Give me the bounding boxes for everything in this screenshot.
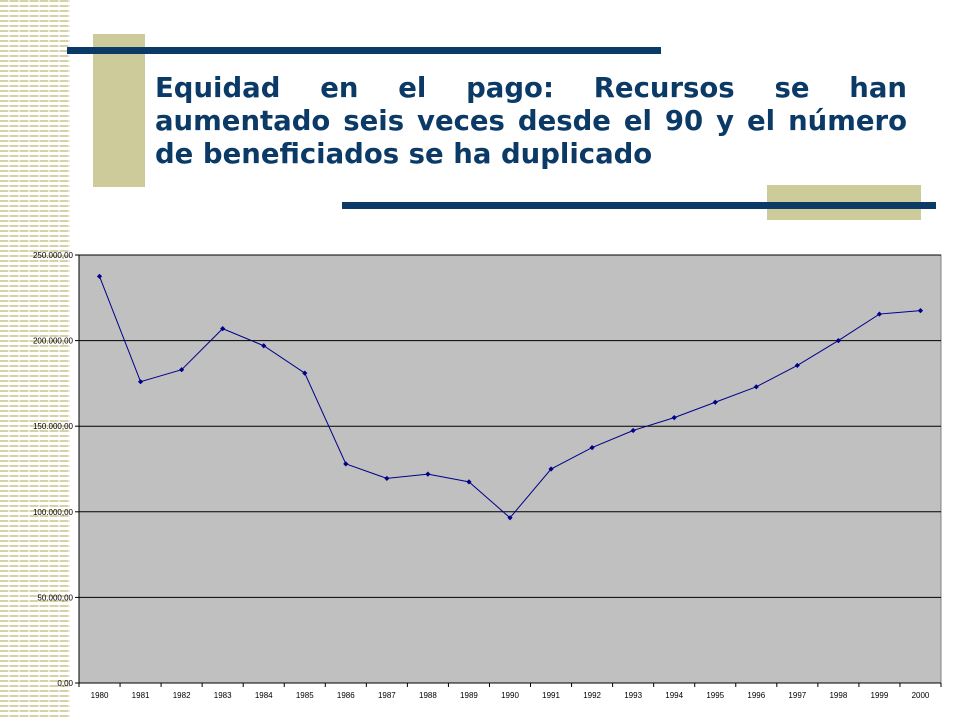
x-tick-label: 1998	[829, 691, 847, 700]
x-tick-label: 1995	[706, 691, 724, 700]
x-tick-label: 1991	[542, 691, 560, 700]
x-tick-label: 1981	[132, 691, 150, 700]
data-point	[137, 379, 144, 385]
y-tick-label: 100.000,00	[33, 508, 74, 517]
x-tick-label: 1996	[747, 691, 765, 700]
slide-title: Equidad en el pago: Recursos se han aume…	[155, 72, 907, 170]
x-tick-label: 1993	[624, 691, 642, 700]
x-tick-label: 1990	[501, 691, 519, 700]
decorative-rule-bottom	[342, 202, 936, 209]
x-tick-label: 1982	[173, 691, 191, 700]
data-point	[712, 399, 718, 405]
x-tick-label: 1994	[665, 691, 683, 700]
data-point	[343, 461, 349, 467]
x-tick-label: 1987	[378, 691, 396, 700]
data-point	[302, 370, 308, 376]
data-point	[507, 515, 513, 521]
x-tick-label: 1992	[583, 691, 601, 700]
line-chart: 0,00 50.000,00 100.000,00 150.000,00 200.000…	[33, 251, 942, 700]
x-tick-label: 1983	[214, 691, 232, 700]
y-tick-label: 0,00	[57, 679, 73, 688]
x-tick-label: 1989	[460, 691, 478, 700]
y-tick-label: 250.000,00	[33, 251, 74, 260]
x-tick-label: 1986	[337, 691, 355, 700]
x-tick-label: 1984	[255, 691, 273, 700]
data-point	[548, 466, 554, 472]
data-point	[425, 471, 431, 477]
x-tick-label: 1999	[871, 691, 889, 700]
y-tick-label: 200.000,00	[33, 337, 74, 346]
decorative-rule-top	[67, 47, 661, 54]
x-tick-label: 1980	[91, 691, 109, 700]
decorative-block-top	[93, 34, 145, 187]
x-tick-label: 2000	[912, 691, 930, 700]
striped-margin	[0, 0, 70, 720]
plot-area	[78, 254, 942, 684]
x-tick-label: 1988	[419, 691, 437, 700]
x-tick-label: 1985	[296, 691, 314, 700]
x-tick-label: 1997	[788, 691, 806, 700]
y-tick-label: 50.000,00	[37, 593, 73, 602]
y-tick-label: 150.000,00	[33, 422, 74, 431]
data-point	[671, 415, 677, 421]
